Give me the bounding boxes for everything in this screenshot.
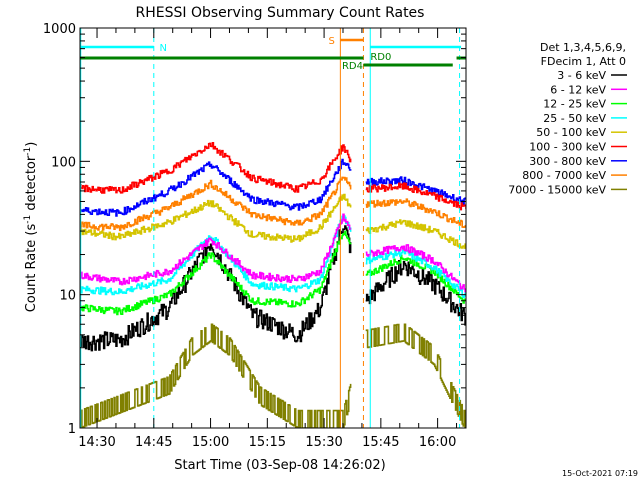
legend-entry-label: 50 - 100 keV xyxy=(536,126,606,139)
legend-entry-label: 100 - 300 keV xyxy=(529,141,606,154)
y-axis-label: Count Rate (s-1 detector-1) xyxy=(23,142,39,313)
flag-label-rd0: RD0 xyxy=(370,52,391,63)
series-6-12-kev-part-2 xyxy=(365,244,466,293)
legend-entry-label: 7000 - 15000 keV xyxy=(508,183,606,196)
series-800-7000-kev-part-2 xyxy=(365,198,466,228)
x-tick-label: 14:45 xyxy=(135,435,172,450)
series-100-300-kev-part-1 xyxy=(80,142,352,194)
legend-header-line-1: Det 1,3,4,5,6,9, xyxy=(540,41,626,54)
legend-entry-label: 300 - 800 keV xyxy=(529,155,606,168)
y-tick-label: 1 xyxy=(68,422,76,437)
plot-frame xyxy=(79,27,467,429)
data-layer xyxy=(80,142,466,428)
series-800-7000-kev-part-1 xyxy=(80,176,352,232)
legend-entry-label: 25 - 50 keV xyxy=(543,112,606,125)
series-25-50-kev-part-2 xyxy=(365,247,466,299)
x-tick-label: 15:00 xyxy=(192,435,229,450)
series-3-6-kev-part-1 xyxy=(80,225,352,352)
x-tick-label: 14:30 xyxy=(78,435,115,450)
series-300-800-kev-part-1 xyxy=(80,158,352,217)
x-tick-label: 15:15 xyxy=(249,435,286,450)
legend-header-line-2: FDecim 1, Att 0 xyxy=(541,55,626,68)
series-50-100-kev-part-1 xyxy=(80,193,352,243)
x-axis-label: Start Time (03-Sep-08 14:26:02) xyxy=(174,458,385,473)
legend: Det 1,3,4,5,6,9, FDecim 1, Att 0 3 - 6 k… xyxy=(508,41,627,196)
series-3-6-kev-part-2 xyxy=(365,260,466,326)
y-tick-label: 100 xyxy=(51,155,76,170)
flag-label-s: S xyxy=(328,36,334,47)
y-tick-label: 1000 xyxy=(43,22,76,37)
legend-entry-label: 6 - 12 keV xyxy=(550,83,606,96)
footer-date: 15-Oct-2021 07:19 xyxy=(562,469,638,478)
series-12-25-kev-part-1 xyxy=(80,230,352,316)
flag-label-n: N xyxy=(159,43,166,54)
x-tick-label: 15:30 xyxy=(305,435,342,450)
chart-title: RHESSI Observing Summary Count Rates xyxy=(136,5,425,21)
flag-label-rd4: RD4 xyxy=(342,61,363,72)
series-25-50-kev-part-1 xyxy=(80,215,352,296)
y-tick-label: 10 xyxy=(59,289,76,304)
axes-layer: 1 10 100 1000 14:30 14:45 15:00 15:15 15:30 15:45… xyxy=(43,22,467,450)
series-7000-15000-kev-part-1 xyxy=(80,323,352,428)
legend-entry-label: 3 - 6 keV xyxy=(557,69,606,82)
series-50-100-kev-part-2 xyxy=(365,219,466,249)
series-6-12-kev-part-1 xyxy=(80,213,352,286)
x-tick-label: 15:45 xyxy=(362,435,399,450)
series-7000-15000-kev-part-2 xyxy=(365,323,466,428)
flag-layer: N S RD0 RD4 xyxy=(80,28,466,428)
legend-entry-label: 800 - 7000 keV xyxy=(522,169,606,182)
legend-entry-label: 12 - 25 keV xyxy=(543,98,606,111)
series-100-300-kev-part-2 xyxy=(365,182,466,211)
x-tick-label: 16:00 xyxy=(419,435,456,450)
